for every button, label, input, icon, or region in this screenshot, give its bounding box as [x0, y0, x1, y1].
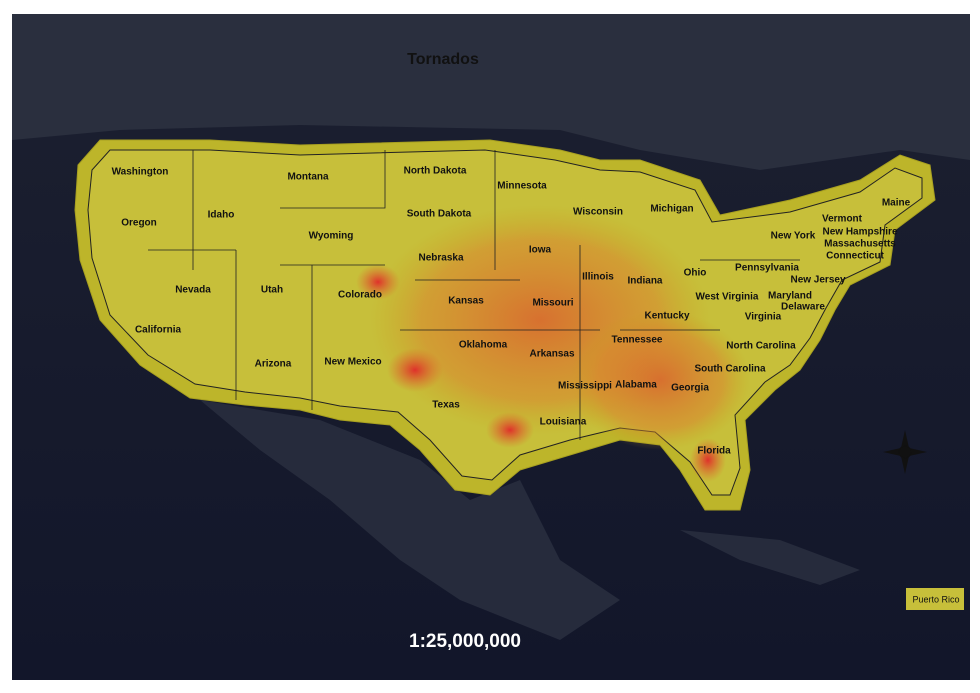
mexico [200, 400, 620, 640]
state-label: Maine [882, 198, 911, 209]
state-label: Arkansas [529, 349, 574, 360]
state-label: Maryland [768, 291, 812, 302]
state-label: Connecticut [826, 251, 884, 262]
state-label: Illinois [582, 272, 614, 283]
inset-label: Puerto Rico [912, 594, 959, 604]
state-label: Delaware [781, 302, 825, 313]
state-label: West Virginia [696, 292, 759, 303]
state-label: Mississippi [558, 381, 612, 392]
state-label: Florida [697, 446, 731, 457]
state-label: Georgia [671, 383, 709, 394]
map-title: Tornados [407, 51, 479, 68]
state-label: Indiana [627, 276, 662, 287]
state-label: Arizona [255, 359, 292, 370]
state-label: Tennessee [612, 335, 663, 346]
state-label: Idaho [208, 210, 235, 221]
state-label: Wyoming [309, 231, 354, 242]
state-label: New Jersey [790, 275, 845, 286]
state-label: Nebraska [418, 253, 463, 264]
state-labels: Washington Montana North Dakota Minnesota Or… [112, 166, 911, 457]
state-label: Iowa [529, 245, 552, 256]
state-label: Missouri [532, 298, 573, 309]
state-label: New Hampshire [822, 227, 897, 238]
state-label: Ohio [684, 268, 707, 279]
state-label: South Dakota [407, 209, 472, 220]
hotspot [486, 412, 534, 448]
state-label: Oklahoma [459, 340, 508, 351]
state-label: Pennsylvania [735, 263, 799, 274]
inset-buffer [906, 588, 964, 610]
state-label: Utah [261, 285, 283, 296]
state-label: Louisiana [540, 417, 587, 428]
compass-ring [898, 445, 912, 459]
state-label: Alabama [615, 380, 657, 391]
state-label: Nevada [175, 285, 211, 296]
canada [12, 14, 970, 170]
state-label: South Carolina [694, 364, 766, 375]
state-label: Wisconsin [573, 207, 623, 218]
state-label: Kentucky [644, 311, 689, 322]
heat-zone [570, 310, 750, 450]
hotspot [356, 264, 400, 300]
hotspot [690, 438, 726, 482]
hotspot [387, 348, 443, 392]
state-borders [148, 150, 800, 440]
state-label: Colorado [338, 290, 382, 301]
state-label: Vermont [822, 214, 863, 225]
state-label: New Mexico [324, 357, 381, 368]
state-label: Oregon [121, 218, 157, 229]
state-label: Texas [432, 400, 460, 411]
state-label: Massachusetts [824, 239, 896, 250]
state-label: Kansas [448, 296, 484, 307]
state-label: North Dakota [404, 166, 467, 177]
state-label: Michigan [650, 204, 693, 215]
state-label: Montana [287, 172, 329, 183]
state-label: Virginia [745, 312, 782, 323]
compass [883, 430, 927, 474]
scale-label: 1:25,000,000 [409, 631, 521, 652]
state-label: New York [771, 231, 816, 242]
state-label: Minnesota [497, 181, 547, 192]
state-label: North Carolina [726, 341, 796, 352]
state-label: Washington [112, 167, 169, 178]
compass-rose [883, 430, 927, 474]
caribbean [680, 530, 860, 585]
state-label: California [135, 325, 182, 336]
